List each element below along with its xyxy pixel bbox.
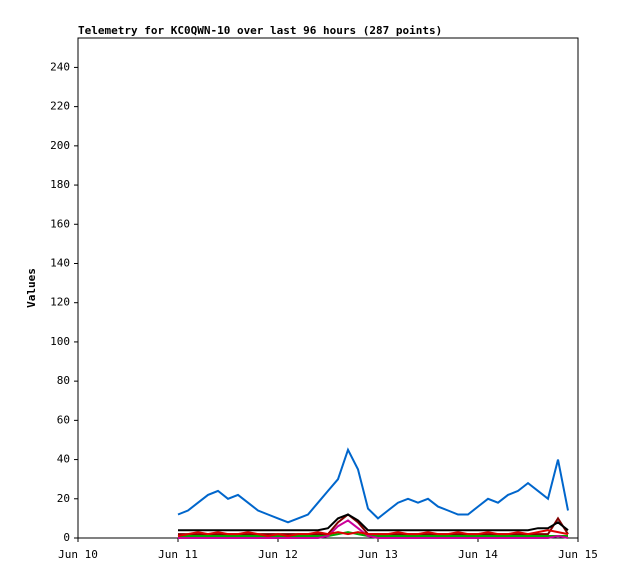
y-tick-label: 20	[57, 492, 70, 505]
x-tick-label: Jun 14	[458, 548, 498, 561]
y-tick-label: 60	[57, 413, 70, 426]
y-tick-label: 0	[63, 531, 70, 544]
y-tick-label: 220	[50, 100, 70, 113]
y-tick-label: 80	[57, 374, 70, 387]
series-line	[177, 447, 569, 524]
x-tick-label: Jun 11	[158, 548, 198, 561]
y-tick-label: 180	[50, 178, 70, 191]
y-tick-label: 100	[50, 335, 70, 348]
x-tick-label: Jun 12	[258, 548, 298, 561]
y-tick-label: 200	[50, 139, 70, 152]
y-tick-label: 40	[57, 453, 70, 466]
series-line	[178, 513, 569, 532]
x-tick-label: Jun 13	[358, 548, 398, 561]
chart-title: Telemetry for KC0QWN-10 over last 96 hou…	[78, 24, 442, 37]
series-line	[178, 519, 569, 539]
series-line	[177, 529, 569, 538]
y-axis-label: Values	[25, 268, 38, 308]
y-tick-label: 240	[50, 60, 70, 73]
x-tick-label: Jun 15	[558, 548, 598, 561]
y-tick-label: 120	[50, 296, 70, 309]
plot-frame	[77, 37, 579, 539]
y-tick-label: 140	[50, 256, 70, 269]
y-tick-label: 160	[50, 217, 70, 230]
x-tick-label: Jun 10	[58, 548, 98, 561]
